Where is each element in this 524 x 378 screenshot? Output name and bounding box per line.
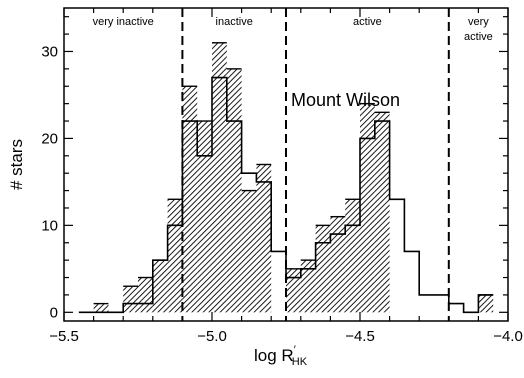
x-ticks: −5.5 −5.0 −4.5 −4.0 <box>49 8 523 345</box>
region-label: active <box>353 16 382 28</box>
hatched-bar <box>212 42 227 313</box>
annotation-text: Mount Wilson <box>291 90 400 110</box>
hatched-bar <box>182 86 198 313</box>
x-axis-label-sub: HK <box>292 356 308 368</box>
x-axis-label-sup: ′ <box>294 344 296 356</box>
hatched-bar <box>374 112 390 313</box>
plot-frame <box>63 7 509 322</box>
hatched-bar <box>345 199 360 313</box>
hatched-bar <box>315 225 331 313</box>
hatched-bar <box>478 294 494 313</box>
region-labels: very inactive inactive active very active <box>93 16 493 43</box>
x-tick-label: −5.5 <box>49 328 79 345</box>
x-axis-label-main: log R <box>254 346 294 365</box>
region-label: very <box>468 16 489 28</box>
hatched-bar <box>330 216 346 313</box>
region-label: very inactive <box>93 16 154 28</box>
hatched-bar <box>123 286 138 313</box>
hatched-bar <box>226 68 242 313</box>
hatched-bar <box>300 260 316 313</box>
y-tick-label: 30 <box>41 43 58 60</box>
hatched-bar <box>360 103 375 313</box>
hatched-bar <box>152 260 168 313</box>
y-tick-label: 20 <box>41 130 58 147</box>
hatched-bar <box>197 121 212 313</box>
region-label: active <box>464 31 493 43</box>
y-tick-label: 10 <box>41 217 58 234</box>
region-dividers <box>181 8 450 321</box>
region-label: inactive <box>216 16 253 28</box>
hatched-bar <box>286 268 301 313</box>
x-tick-label: −4.0 <box>493 328 523 345</box>
x-tick-label: −5.0 <box>197 328 227 345</box>
histogram-outline <box>78 76 494 314</box>
hatched-bar <box>256 164 272 313</box>
hatched-bar <box>241 190 257 313</box>
y-tick-label: 0 <box>50 304 58 321</box>
hatched-bar <box>93 303 109 313</box>
hatched-bar <box>138 277 153 313</box>
y-ticks: 0 10 20 30 <box>41 16 508 321</box>
x-axis-label: log R′ HK <box>254 344 308 368</box>
x-tick-label: −4.5 <box>345 328 375 345</box>
hatched-bar <box>167 199 183 313</box>
y-axis-label: # stars <box>7 139 26 190</box>
